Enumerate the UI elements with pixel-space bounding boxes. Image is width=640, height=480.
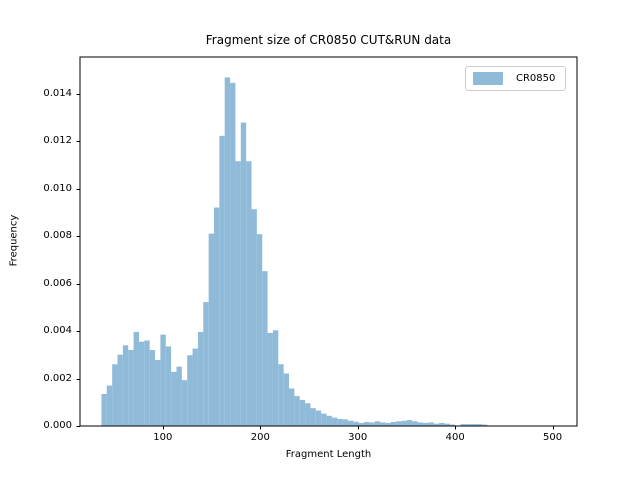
histogram-bar: [176, 366, 182, 426]
histogram-bar: [101, 393, 107, 426]
histogram-bar: [476, 424, 482, 426]
histogram-bar: [203, 302, 209, 426]
histogram-bar: [406, 420, 413, 426]
histogram-bar: [449, 424, 456, 426]
histogram-bar: [337, 418, 343, 426]
histogram-bar: [214, 207, 220, 426]
legend: CR0850: [465, 66, 566, 91]
histogram-bar: [187, 355, 193, 426]
legend-color-patch: [473, 72, 503, 85]
y-tick-label: 0.006: [43, 277, 72, 289]
histogram-bar: [122, 345, 129, 426]
histogram-bar: [353, 421, 359, 426]
x-axis-label: Fragment Length: [285, 449, 372, 460]
chart-title: Fragment size of CR0850 CUT&RUN data: [205, 33, 452, 47]
x-tick-label: 300: [348, 432, 368, 443]
histogram-bar: [358, 422, 365, 426]
histogram-bar: [396, 421, 402, 426]
histogram-bar: [230, 82, 236, 426]
histogram-bar: [412, 421, 418, 426]
histogram-bar: [165, 346, 172, 426]
histogram-bar: [481, 424, 488, 426]
y-tick-label: 0.000: [43, 420, 72, 431]
histogram-bar: [235, 161, 241, 427]
x-tick-label: 100: [153, 432, 173, 443]
histogram-bar: [465, 424, 472, 426]
histogram-bar: [321, 413, 327, 426]
histogram-bar: [299, 399, 306, 426]
histogram-bar: [155, 359, 161, 426]
x-tick-label: 500: [543, 432, 563, 443]
x-tick-label: 200: [250, 432, 270, 443]
histogram-bar: [401, 420, 407, 426]
histogram-bar: [390, 421, 397, 426]
histogram-bar: [106, 385, 113, 426]
y-tick-label: 0.012: [43, 135, 72, 147]
histogram-bar: [433, 423, 440, 426]
histogram-bar: [305, 403, 311, 426]
legend-label: CR0850: [516, 73, 556, 84]
histogram-bar: [331, 417, 338, 426]
histogram-bar: [347, 420, 354, 426]
histogram-bar: [171, 371, 177, 426]
histogram-bar: [326, 415, 332, 426]
histogram-bar: [160, 334, 166, 426]
histogram-bar: [428, 422, 434, 426]
histogram-bar: [219, 135, 225, 426]
histogram-bar: [294, 396, 300, 426]
axis-ticks: [76, 94, 554, 430]
histogram-bar: [128, 350, 134, 426]
histogram-bar: [117, 354, 123, 426]
histogram-bar: [374, 421, 381, 426]
y-tick-label: 0.014: [43, 87, 72, 99]
histogram-bar: [289, 388, 295, 426]
histogram-bar: [342, 419, 348, 426]
histogram-bar: [256, 234, 263, 426]
histogram-bar: [423, 422, 429, 426]
histogram-bar: [138, 341, 145, 426]
histogram-bar: [272, 330, 279, 426]
histogram-bar: [460, 424, 466, 426]
histogram-bar: [197, 331, 204, 426]
histogram-bars: [101, 77, 488, 427]
y-tick-label: 0.004: [43, 325, 72, 336]
histogram-bar: [262, 271, 268, 426]
histogram-bar: [444, 423, 450, 426]
histogram-bar: [471, 424, 477, 426]
histogram-bar: [380, 422, 386, 426]
histogram-bar: [278, 364, 284, 426]
histogram-bar: [208, 233, 214, 426]
histogram-bar: [385, 422, 391, 426]
x-tick-label: 400: [445, 432, 465, 443]
histogram-bar: [112, 364, 118, 426]
histogram-bar: [246, 161, 252, 427]
histogram-bar: [267, 332, 273, 426]
histogram-bar: [192, 348, 198, 426]
histogram-bar: [149, 350, 156, 426]
histogram-bar: [417, 422, 424, 426]
histogram-bar: [181, 380, 188, 426]
histogram-bar: [364, 421, 370, 426]
axes-spines: [79, 56, 578, 427]
histogram-bar: [133, 331, 139, 426]
histogram-bar: [315, 410, 322, 426]
histogram-bar: [439, 422, 445, 426]
histogram-bar: [251, 209, 257, 426]
y-axis-label: Frequency: [8, 214, 20, 267]
histogram-bar: [283, 373, 290, 426]
histogram-bar: [224, 77, 231, 427]
y-tick-label: 0.008: [43, 230, 72, 241]
y-tick-label: 0.010: [43, 182, 72, 194]
histogram-bar: [310, 408, 316, 426]
histogram-bar: [240, 122, 247, 426]
histogram-bar: [369, 422, 375, 426]
histogram-bar: [144, 340, 150, 426]
y-tick-label: 0.002: [43, 372, 72, 384]
